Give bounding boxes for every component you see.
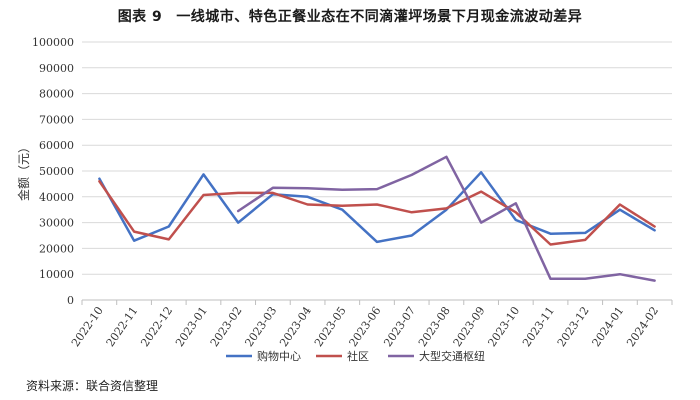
legend-label: 购物中心 [257,349,301,363]
x-tick-label: 2023-01 [173,304,210,349]
y-tick-label: 70000 [39,113,74,126]
x-tick-label: 2023-07 [381,304,418,349]
x-tick-label: 2024-01 [590,304,627,349]
legend-label: 大型交通枢纽 [419,349,485,363]
series-line-2 [98,180,656,246]
x-tick-label: 2023-06 [347,304,384,349]
figure-label: 图表 9 [117,9,163,25]
x-tick-label: 2022-12 [138,304,175,349]
y-tick-label: 50000 [39,165,74,178]
series-line-1 [98,171,656,244]
y-tick-label: 20000 [39,242,74,255]
y-tick-label: 0 [67,294,74,307]
y-tick-label: 100000 [32,36,74,49]
x-tick-label: 2022-10 [69,304,106,349]
chart-title: 图表 9 一线城市、特色正餐业态在不同滴灌坪场景下月现金流波动差异 [0,6,700,26]
series-line-3 [236,155,656,282]
x-tick-label: 2023-12 [555,304,592,349]
y-tick-label: 40000 [39,191,74,204]
y-tick-label: 10000 [39,268,74,281]
x-tick-label: 2023-04 [277,304,314,349]
x-tick-label: 2023-03 [242,304,279,349]
x-tick-label: 2022-11 [104,304,141,349]
y-tick-label: 60000 [39,139,74,152]
y-axis-label: 金额（元） [16,141,31,201]
x-tick-label: 2023-10 [485,304,522,349]
x-tick-label: 2023-08 [416,304,453,349]
x-tick-label: 2023-09 [451,304,488,349]
x-tick-label: 2024-02 [624,304,661,349]
y-tick-label: 30000 [39,217,74,230]
figure-title: 一线城市、特色正餐业态在不同滴灌坪场景下月现金流波动差异 [176,9,583,25]
x-tick-label: 2023-11 [520,304,557,349]
x-tick-label: 2023-02 [208,304,245,349]
legend-label: 社区 [347,349,369,363]
source-note: 资料来源：联合资信整理 [26,379,159,393]
y-tick-label: 90000 [39,62,74,75]
y-tick-label: 80000 [39,88,74,101]
x-tick-label: 2023-05 [312,304,349,349]
